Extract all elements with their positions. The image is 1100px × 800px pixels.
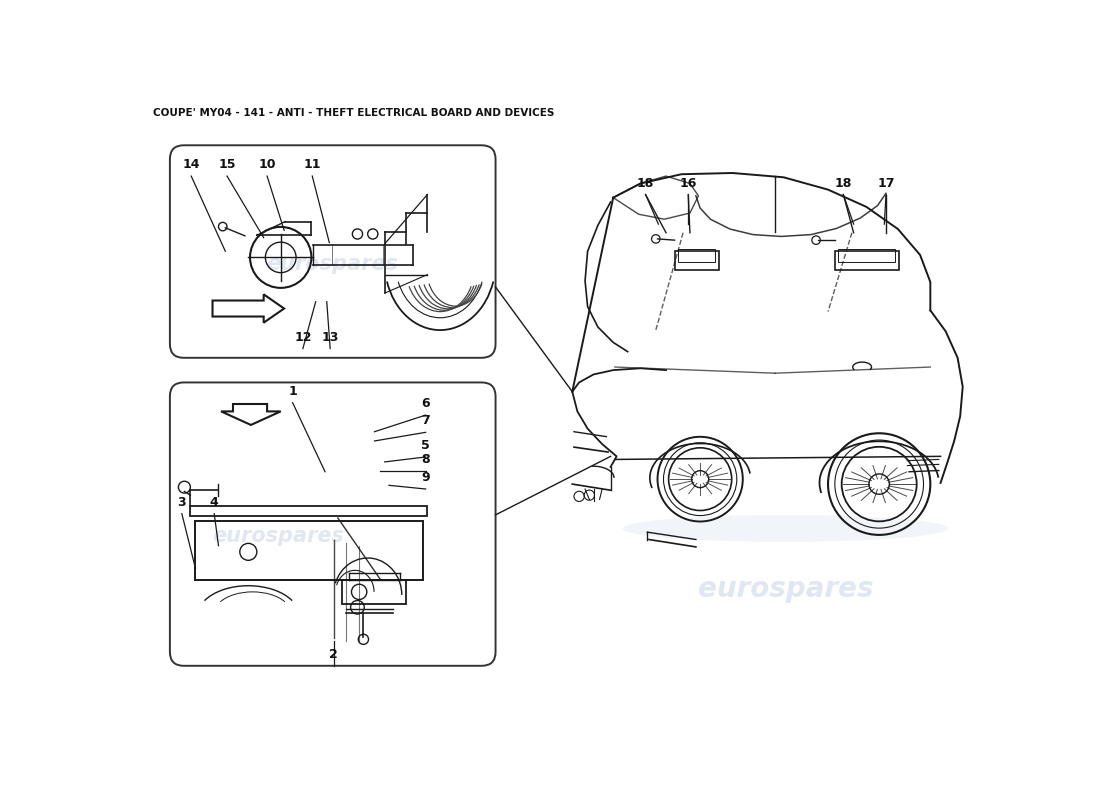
Text: 5: 5: [421, 439, 430, 452]
Text: 4: 4: [210, 496, 219, 509]
Text: eurospares: eurospares: [212, 526, 344, 546]
Text: 10: 10: [258, 158, 276, 171]
Ellipse shape: [623, 515, 948, 542]
Text: eurospares: eurospares: [266, 254, 398, 274]
Polygon shape: [212, 294, 284, 322]
Text: 18: 18: [637, 177, 654, 190]
Text: 7: 7: [421, 414, 430, 427]
Text: 6: 6: [421, 397, 430, 410]
Text: 18: 18: [835, 177, 852, 190]
Text: 17: 17: [877, 177, 894, 190]
Text: 12: 12: [294, 330, 311, 344]
Polygon shape: [221, 404, 280, 425]
Text: 9: 9: [421, 471, 430, 484]
Text: 15: 15: [218, 158, 235, 171]
Text: 1: 1: [288, 385, 297, 398]
Text: 3: 3: [177, 496, 186, 509]
Text: 16: 16: [680, 177, 697, 190]
Text: 8: 8: [421, 453, 430, 466]
Text: 14: 14: [183, 158, 200, 171]
Text: 2: 2: [329, 649, 338, 662]
Text: 13: 13: [321, 330, 339, 344]
Text: COUPE' MY04 - 141 - ANTI - THEFT ELECTRICAL BOARD AND DEVICES: COUPE' MY04 - 141 - ANTI - THEFT ELECTRI…: [153, 107, 554, 118]
Text: 11: 11: [304, 158, 321, 171]
Text: eurospares: eurospares: [697, 574, 873, 603]
